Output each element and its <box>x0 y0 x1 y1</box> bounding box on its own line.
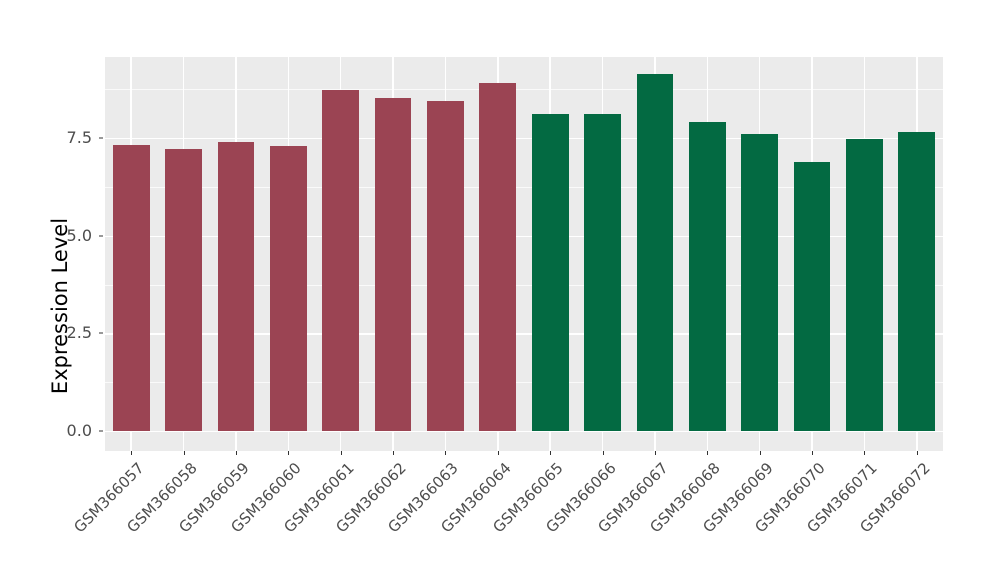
y-axis-tick-mark <box>99 430 103 432</box>
gridline-minor-y <box>105 382 943 384</box>
bar[interactable] <box>479 82 517 431</box>
bar[interactable] <box>741 134 778 431</box>
x-axis-tick-mark <box>235 451 237 455</box>
bar[interactable] <box>636 73 674 431</box>
x-axis-tick-mark <box>602 451 604 455</box>
bar[interactable] <box>112 144 150 431</box>
bar[interactable] <box>531 114 569 431</box>
bar[interactable] <box>688 121 726 431</box>
x-axis-tick-mark <box>550 451 552 455</box>
x-axis-tick-mark <box>445 451 447 455</box>
bar[interactable] <box>846 138 883 431</box>
x-axis-tick-mark <box>131 451 133 455</box>
x-axis-tick-mark <box>393 451 395 455</box>
gridline-minor-y <box>105 284 943 286</box>
x-axis-tick-mark <box>654 451 656 455</box>
x-axis-tick-mark <box>288 451 290 455</box>
bar[interactable] <box>584 114 621 431</box>
plot-panel <box>105 57 943 451</box>
x-axis-tick-mark <box>340 451 342 455</box>
gridline-minor-y <box>105 89 943 91</box>
y-axis-tick-labels: 0.0 2.5 5.0 7.5 <box>46 0 92 580</box>
bar[interactable] <box>322 90 359 431</box>
gridline-minor-y <box>105 186 943 188</box>
x-axis-tick-mark <box>812 451 814 455</box>
x-axis-tick-mark <box>707 451 709 455</box>
y-axis-tick-mark <box>99 332 103 334</box>
bar[interactable] <box>165 149 202 431</box>
x-axis-tick-mark <box>759 451 761 455</box>
bar[interactable] <box>427 101 464 431</box>
y-axis-tick-mark <box>99 235 103 237</box>
bar[interactable] <box>793 162 831 431</box>
gridline-major-y <box>105 333 943 335</box>
y-axis-tick-label: 5.0 <box>66 225 92 245</box>
y-axis-tick-label: 7.5 <box>66 128 92 147</box>
y-axis-tick-label: 2.5 <box>66 323 92 343</box>
y-axis-tick-mark <box>99 137 103 139</box>
y-axis-tick-label: 0.0 <box>66 421 92 440</box>
gridline-major-y <box>105 138 943 140</box>
bar[interactable] <box>217 141 255 431</box>
bar[interactable] <box>269 145 307 431</box>
gridline-major-y <box>105 235 943 238</box>
x-axis-tick-mark <box>183 451 185 455</box>
bar[interactable] <box>374 97 412 431</box>
gridline-major-y <box>105 431 943 433</box>
bar[interactable] <box>898 131 936 431</box>
x-axis-tick-mark <box>864 451 866 455</box>
x-axis-tick-mark <box>916 451 918 455</box>
x-axis-tick-mark <box>497 451 499 455</box>
